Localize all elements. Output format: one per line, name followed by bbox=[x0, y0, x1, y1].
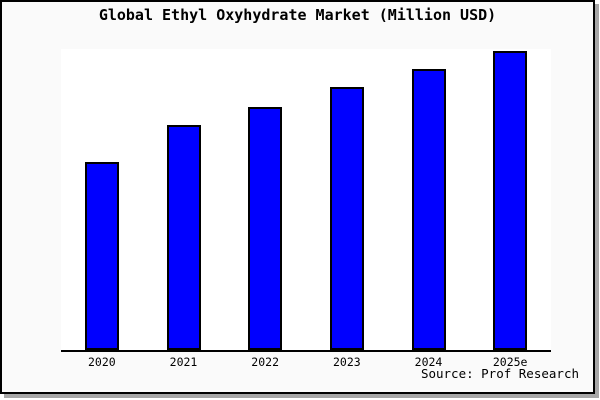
chart-frame: Global Ethyl Oxyhydrate Market (Million … bbox=[0, 0, 595, 394]
bar-2023 bbox=[329, 86, 364, 350]
x-tick-2020: 2020 bbox=[87, 355, 116, 369]
plot-area bbox=[61, 49, 551, 352]
bar-2021 bbox=[166, 124, 201, 350]
x-tick-2021: 2021 bbox=[169, 355, 198, 369]
x-tick-2022: 2022 bbox=[251, 355, 280, 369]
bar-2024 bbox=[411, 68, 446, 350]
bar-2025e bbox=[493, 51, 528, 350]
x-tick-2023: 2023 bbox=[332, 355, 361, 369]
source-note: Source: Prof Research bbox=[420, 366, 579, 381]
chart-title: Global Ethyl Oxyhydrate Market (Million … bbox=[98, 6, 497, 24]
bar-2020 bbox=[84, 161, 119, 350]
bar-2022 bbox=[248, 106, 283, 350]
